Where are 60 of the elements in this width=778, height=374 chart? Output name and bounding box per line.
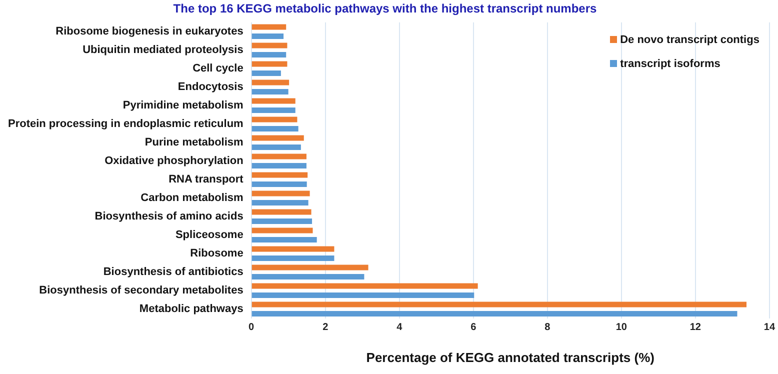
bar <box>252 154 306 160</box>
y-tick-label: Protein processing in endoplasmic reticulum <box>8 118 244 130</box>
bar <box>252 135 304 141</box>
bar <box>252 34 284 40</box>
y-tick-label: Cell cycle <box>192 62 244 75</box>
bar <box>252 24 286 30</box>
y-tick-label: Metabolic pathways <box>139 303 244 316</box>
y-tick-label: Biosynthesis of secondary metabolites <box>39 284 244 297</box>
bar <box>252 256 334 262</box>
x-tick-label: 12 <box>690 322 702 334</box>
bar <box>252 163 306 169</box>
y-tick-label: Endocytosis <box>178 81 244 94</box>
bar <box>252 237 317 243</box>
legend-label: De novo transcript contigs <box>619 34 760 46</box>
y-tick-label: Purine metabolism <box>144 136 244 149</box>
x-tick-label: 14 <box>764 322 776 334</box>
bar <box>252 302 746 308</box>
bar <box>252 283 478 289</box>
bar <box>252 80 290 86</box>
bar <box>252 42 288 48</box>
bar <box>252 172 308 178</box>
y-tick-label: Pyrimidine metabolism <box>122 100 244 112</box>
bar <box>252 292 474 298</box>
bar <box>252 98 296 104</box>
bar <box>252 144 301 150</box>
y-tick-label: Biosynthesis of antibiotics <box>103 266 244 278</box>
bar <box>252 89 288 95</box>
chart-title: The top 16 KEGG metabolic pathways with the highest transcript numbers <box>173 2 598 16</box>
x-tick-label: 8 <box>544 322 551 334</box>
y-tick-label: Ribosome <box>190 248 244 260</box>
bar <box>252 52 286 58</box>
bar <box>252 274 364 280</box>
x-tick-label: 0 <box>248 322 255 334</box>
bar <box>252 311 738 317</box>
x-tick-label: 6 <box>470 322 477 334</box>
y-tick-label: Oxidative phosphorylation <box>104 155 244 168</box>
bar <box>252 108 296 114</box>
bar <box>252 218 312 224</box>
bar <box>252 209 312 215</box>
bar <box>252 264 368 270</box>
bar <box>252 70 281 76</box>
bar <box>252 200 308 206</box>
bar <box>252 126 298 132</box>
bar <box>252 61 288 67</box>
y-tick-label: Biosynthesis of amino acids <box>94 210 244 223</box>
bar <box>252 228 313 234</box>
y-tick-label: Ribosome biogenesis in eukaryotes <box>56 26 244 38</box>
legend-label: transcript isoforms <box>619 58 722 70</box>
bar <box>252 116 298 122</box>
y-tick-label: Ubiquitin mediated proteolysis <box>82 44 244 56</box>
bar <box>252 190 310 196</box>
x-tick-label: 10 <box>616 322 628 334</box>
y-tick-label: Carbon metabolism <box>140 192 244 204</box>
x-axis-title: Percentage of KEGG annotated transcripts (%) <box>366 350 654 365</box>
bar <box>252 182 307 188</box>
x-tick-label: 2 <box>322 322 329 334</box>
y-tick-label: Spliceosome <box>175 229 244 242</box>
bar <box>252 246 334 252</box>
x-tick-label: 4 <box>396 322 403 334</box>
y-tick-label: RNA transport <box>168 174 244 186</box>
